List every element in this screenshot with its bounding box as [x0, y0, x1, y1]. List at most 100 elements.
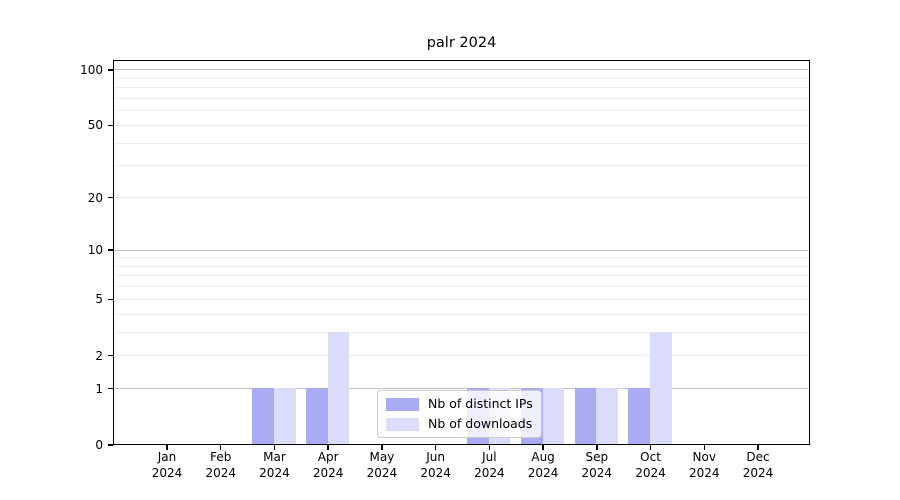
- y-axis-tick: [107, 249, 113, 251]
- gridline-minor: [114, 257, 808, 259]
- gridline-minor: [114, 77, 808, 79]
- gridline-minor: [114, 142, 808, 144]
- x-tick-year: 2024: [742, 465, 774, 480]
- x-tick-year: 2024: [205, 465, 236, 480]
- y-tick-label: 5: [95, 292, 103, 307]
- bar-distinct-ips: [628, 388, 651, 445]
- x-tick-year: 2024: [366, 465, 398, 480]
- gridline-minor: [114, 313, 808, 315]
- x-tick-label: Nov 2024: [674, 450, 734, 481]
- y-axis-tick: [107, 387, 113, 390]
- x-axis-tick: [327, 445, 329, 450]
- bar-downloads: [650, 331, 672, 445]
- bar-downloads: [273, 388, 296, 445]
- x-axis-tick: [542, 445, 544, 450]
- x-tick-year: 2024: [312, 465, 344, 480]
- gridline-minor: [114, 110, 808, 112]
- legend-swatch-downloads: [386, 417, 419, 431]
- bar-downloads: [596, 388, 618, 445]
- y-tick-label: 1: [95, 381, 103, 396]
- gridline-minor: [114, 275, 808, 277]
- x-axis-tick: [757, 445, 759, 450]
- plot-area: [113, 60, 810, 445]
- x-axis-tick: [381, 445, 383, 450]
- y-axis-tick: [107, 196, 113, 199]
- x-tick-label: Feb 2024: [191, 450, 251, 481]
- x-tick-label: Apr 2024: [298, 450, 358, 481]
- gridline-minor: [114, 298, 808, 300]
- x-tick-label: Mar 2024: [244, 450, 304, 481]
- gridline-major: [114, 388, 808, 390]
- y-axis-tick: [107, 444, 113, 446]
- x-tick-month: Jul: [482, 450, 497, 464]
- x-tick-label: Jun 2024: [406, 450, 466, 481]
- x-tick-month: May: [369, 450, 395, 464]
- y-axis-tick: [107, 124, 113, 127]
- x-tick-month: Jan: [157, 450, 177, 464]
- x-tick-year: 2024: [527, 465, 559, 480]
- x-tick-label: Dec 2024: [728, 450, 788, 481]
- legend-swatch-distinct-ips: [386, 397, 419, 411]
- legend-label: Nb of distinct IPs: [428, 396, 533, 411]
- x-axis-tick: [488, 445, 491, 450]
- x-axis-tick: [273, 445, 276, 450]
- x-tick-month: Sep: [585, 450, 609, 464]
- x-tick-month: Nov: [692, 450, 716, 464]
- gridline-minor: [114, 97, 808, 99]
- bar-distinct-ips: [252, 388, 274, 445]
- x-tick-month: Oct: [640, 450, 661, 464]
- gridline-minor: [114, 87, 808, 89]
- x-tick-year: 2024: [420, 465, 451, 480]
- gridline-major: [114, 69, 808, 71]
- legend-label: Nb of downloads: [428, 416, 533, 431]
- x-tick-year: 2024: [151, 465, 183, 480]
- y-axis-tick: [107, 69, 113, 71]
- bar-distinct-ips: [574, 388, 597, 445]
- x-tick-label: May 2024: [352, 450, 412, 481]
- x-tick-year: 2024: [474, 465, 505, 480]
- x-tick-label: Jan 2024: [137, 450, 197, 481]
- x-axis-tick: [219, 445, 222, 450]
- x-tick-month: Feb: [210, 450, 232, 464]
- y-tick-label: 2: [95, 348, 103, 363]
- x-tick-year: 2024: [635, 465, 666, 480]
- bar-downloads: [327, 331, 350, 445]
- x-tick-year: 2024: [688, 465, 720, 480]
- x-axis-tick: [596, 445, 598, 450]
- y-axis-tick: [107, 354, 113, 357]
- x-tick-label: Jul 2024: [459, 450, 519, 481]
- x-tick-label: Aug 2024: [513, 450, 573, 481]
- x-axis-tick: [703, 445, 706, 450]
- x-tick-label: Oct 2024: [621, 450, 681, 481]
- x-tick-month: Dec: [746, 450, 770, 464]
- x-tick-year: 2024: [581, 465, 613, 480]
- gridline-major: [114, 249, 808, 251]
- bar-distinct-ips: [306, 388, 328, 445]
- gridline-minor: [114, 165, 808, 167]
- y-tick-label: 0: [95, 438, 103, 452]
- x-tick-month: Mar: [263, 450, 286, 464]
- chart-title: palr 2024: [426, 35, 497, 51]
- x-tick-label: Sep 2024: [567, 450, 627, 481]
- y-tick-label: 20: [87, 190, 103, 205]
- legend: Nb of distinct IPs Nb of downloads: [377, 390, 542, 438]
- x-axis-tick: [166, 445, 168, 450]
- gridline-minor: [114, 355, 808, 357]
- x-tick-year: 2024: [259, 465, 290, 480]
- gridline-minor: [114, 286, 808, 288]
- gridline-minor: [114, 265, 808, 267]
- y-tick-label: 100: [80, 62, 103, 77]
- gridline-minor: [114, 197, 808, 198]
- gridline-minor: [114, 124, 808, 126]
- gridline-minor: [114, 331, 808, 333]
- x-tick-month: Apr: [317, 450, 339, 464]
- legend-item: Nb of downloads: [386, 416, 532, 432]
- x-axis-tick: [649, 445, 652, 450]
- x-tick-month: Jun: [426, 450, 445, 464]
- y-tick-label: 50: [87, 118, 103, 133]
- legend-item: Nb of distinct IPs: [386, 396, 533, 412]
- x-axis-tick: [434, 445, 437, 450]
- x-tick-month: Aug: [531, 450, 555, 464]
- bar-downloads: [542, 388, 565, 445]
